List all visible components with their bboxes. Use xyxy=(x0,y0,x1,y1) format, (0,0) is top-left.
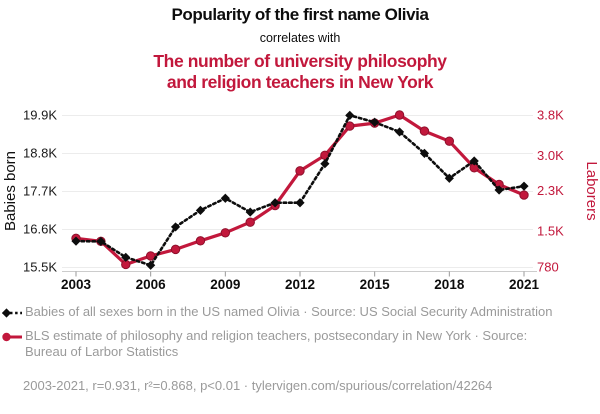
series-teachers-line xyxy=(74,113,526,267)
data-point-diamond xyxy=(295,198,305,208)
data-point-diamond xyxy=(419,148,430,158)
left-tick-label: 15.5K xyxy=(23,260,57,275)
left-tick-label: 18.8K xyxy=(23,146,57,161)
data-point-diamond xyxy=(245,207,255,217)
y-axis-left: 19.9K 18.8K 17.7K 16.6K 15.5K Babies born xyxy=(2,108,57,275)
right-tick-label: 2.3K xyxy=(537,183,564,198)
data-point-circle xyxy=(195,236,206,246)
data-point-diamond xyxy=(469,156,479,166)
series-olivia-line xyxy=(74,114,526,267)
y-axis-right: 3.8K 3.0K 2.3K 1.5K 780 Laborers xyxy=(537,108,600,275)
data-point-circle xyxy=(519,190,529,200)
left-tick-label: 19.9K xyxy=(23,108,57,123)
series-teachers xyxy=(71,110,529,270)
data-point-diamond xyxy=(394,127,405,137)
x-tick-label: 2006 xyxy=(136,277,167,292)
x-tick-label: 2003 xyxy=(61,277,92,292)
legend-label-teachers: BLS estimate of philosophy and religion … xyxy=(25,327,528,360)
chart-area: 2003 2006 2009 2012 2015 2018 2021 19.9K 18.8K 17… xyxy=(0,103,600,303)
legend-item-olivia: Babies of all sexes born in the US named… xyxy=(2,304,592,321)
data-point-diamond xyxy=(195,205,206,215)
data-point-circle xyxy=(444,136,455,146)
data-point-circle xyxy=(419,126,430,136)
secondary-title-line-2: and religion teachers in New York xyxy=(166,72,434,92)
right-tick-label: 3.0K xyxy=(537,148,564,163)
olivia-series-marker-icon xyxy=(2,308,22,318)
data-point-circle xyxy=(295,166,305,176)
x-tick-label: 2018 xyxy=(434,277,465,292)
correlates-with-label: correlates with xyxy=(259,31,341,45)
x-tick-label: 2015 xyxy=(360,277,391,292)
page-title: Popularity of the first name Olivia xyxy=(171,5,429,24)
series-olivia xyxy=(71,110,529,270)
right-tick-label: 780 xyxy=(537,260,559,275)
data-point-diamond xyxy=(320,159,330,169)
right-tick-label: 1.5K xyxy=(537,223,564,238)
teachers-series-marker-icon xyxy=(2,332,22,341)
data-point-diamond xyxy=(96,236,106,247)
legend: Babies of all sexes born in the US named… xyxy=(2,304,592,368)
legend-item-teachers: BLS estimate of philosophy and religion … xyxy=(2,328,592,361)
chart-header: Popularity of the first name Olivia corr… xyxy=(0,0,600,93)
x-tick-label: 2009 xyxy=(210,277,240,292)
data-point-circle xyxy=(170,244,181,255)
right-axis-title: Laborers xyxy=(583,161,600,220)
data-point-diamond xyxy=(270,198,280,208)
x-tick-label: 2012 xyxy=(285,277,315,292)
secondary-title: The number of university philosophy and r… xyxy=(0,51,600,93)
data-point-diamond xyxy=(519,181,529,191)
data-point-diamond xyxy=(494,185,504,195)
data-point-diamond xyxy=(444,173,454,183)
data-point-circle xyxy=(245,217,255,227)
x-axis: 2003 2006 2009 2012 2015 2018 2021 xyxy=(61,271,540,292)
data-point-diamond xyxy=(220,193,230,203)
correlation-line-chart: 2003 2006 2009 2012 2015 2018 2021 19.9K 18.8K 17… xyxy=(2,108,600,293)
left-tick-label: 17.7K xyxy=(23,184,57,199)
data-point-circle xyxy=(220,228,231,238)
x-tick-label: 2021 xyxy=(509,277,540,292)
data-point-diamond xyxy=(170,222,181,232)
secondary-title-line-1: The number of university philosophy xyxy=(153,51,447,71)
left-tick-label: 16.6K xyxy=(23,222,57,237)
legend-label-olivia: Babies of all sexes born in the US named… xyxy=(25,304,553,319)
data-point-diamond xyxy=(71,236,81,246)
gridlines xyxy=(62,115,533,268)
left-axis-title: Babies born xyxy=(2,151,19,231)
data-point-circle xyxy=(345,121,355,131)
data-point-circle xyxy=(145,251,156,261)
data-point-circle xyxy=(394,110,405,120)
chart-footer-stats-and-url: 2003-2021, r=0.931, r²=0.868, p<0.01 · t… xyxy=(23,378,493,393)
data-point-diamond xyxy=(345,110,355,120)
right-tick-label: 3.8K xyxy=(537,108,564,123)
